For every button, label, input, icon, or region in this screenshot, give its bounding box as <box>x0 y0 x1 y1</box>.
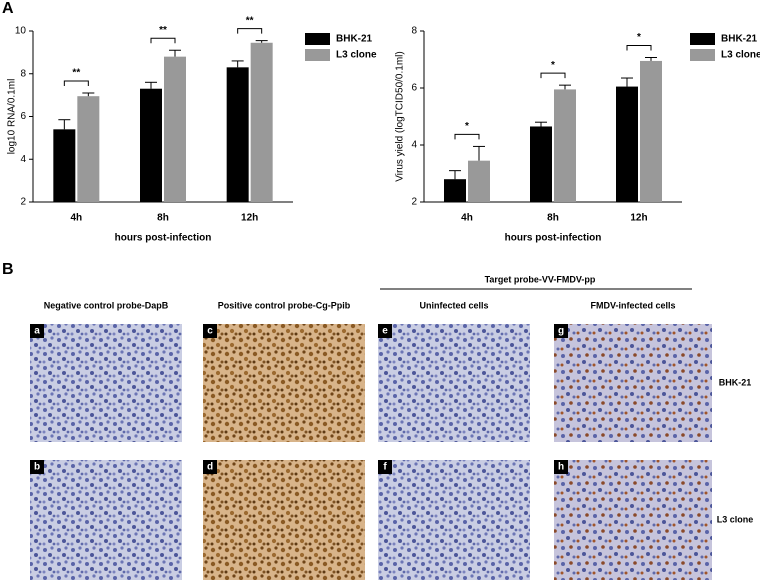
panel-label: A <box>2 0 14 17</box>
micrograph <box>203 460 365 580</box>
bar <box>77 96 100 202</box>
y-tick-label: 6 <box>20 111 26 122</box>
significance-label: * <box>637 32 641 43</box>
significance-label: ** <box>72 68 80 79</box>
image-letter: g <box>558 326 564 337</box>
image-letter-box <box>30 460 44 474</box>
bar <box>226 67 249 203</box>
x-tick-label: 12h <box>630 213 647 224</box>
y-tick-label: 4 <box>411 140 417 151</box>
y-tick-label: 8 <box>411 26 417 37</box>
image-letter: c <box>207 326 213 337</box>
image-letter: d <box>207 462 213 473</box>
legend-label: L3 clone <box>336 50 377 61</box>
column-label: Positive control probe-Cg-Ppib <box>218 300 351 310</box>
significance-label: * <box>465 121 469 132</box>
micrograph <box>30 460 182 580</box>
image-letter: b <box>34 462 40 473</box>
image-letter-box <box>554 460 568 474</box>
image-letter: f <box>383 462 387 473</box>
x-tick-label: 8h <box>157 213 169 224</box>
x-axis-label: hours post-infection <box>115 233 212 244</box>
bar <box>640 60 662 202</box>
image-letter-box <box>554 324 568 338</box>
y-tick-label: 10 <box>15 26 27 37</box>
bar <box>250 42 273 202</box>
micrograph <box>378 460 530 580</box>
micrograph <box>203 324 365 442</box>
column-label: Negative control probe-DapB <box>44 300 169 310</box>
group-header: Target probe-VV-FMDV-pp <box>485 274 596 284</box>
bar <box>616 86 638 202</box>
y-tick-label: 8 <box>20 68 26 79</box>
legend-label: BHK-21 <box>336 34 373 45</box>
micrograph <box>554 324 712 442</box>
y-tick-label: 6 <box>411 83 417 94</box>
bar <box>530 126 552 202</box>
panel-label: B <box>2 261 14 278</box>
row-label: BHK-21 <box>719 377 752 387</box>
micrograph <box>378 324 530 442</box>
y-axis-label: log10 RNA/0.1ml <box>7 79 18 155</box>
image-letter: a <box>34 326 40 337</box>
row-label: L3 clone <box>717 514 754 524</box>
y-tick-label: 4 <box>20 154 26 165</box>
image-letter: e <box>382 326 388 337</box>
bar <box>468 160 490 202</box>
micrograph <box>554 460 712 580</box>
bar <box>53 129 76 202</box>
significance-bracket <box>63 80 89 86</box>
significance-label: ** <box>159 25 167 36</box>
image-letter: h <box>558 462 564 473</box>
bar <box>444 179 466 202</box>
x-axis-label: hours post-infection <box>505 233 602 244</box>
legend-swatch <box>305 33 330 45</box>
micrograph <box>30 324 182 442</box>
image-letter-box <box>378 460 392 474</box>
x-tick-label: 12h <box>241 213 258 224</box>
significance-label: * <box>551 60 555 71</box>
column-label: FMDV-infected cells <box>590 300 675 310</box>
y-axis-label: Virus yield (logTCID50/0.1ml) <box>395 51 406 181</box>
y-tick-label: 2 <box>20 197 26 208</box>
image-letter-box <box>30 324 44 338</box>
x-tick-label: 4h <box>70 213 82 224</box>
image-letter-box <box>203 460 217 474</box>
significance-bracket <box>150 37 176 44</box>
significance-bracket <box>237 28 263 34</box>
legend-swatch <box>305 49 330 61</box>
legend-swatch <box>690 33 715 45</box>
bar <box>140 88 162 202</box>
significance-bracket <box>626 45 652 51</box>
x-tick-label: 4h <box>461 213 473 224</box>
x-tick-label: 8h <box>547 213 559 224</box>
image-letter-box <box>203 324 217 338</box>
significance-bracket <box>540 72 566 79</box>
bar <box>164 56 186 203</box>
bar <box>554 89 576 202</box>
significance-bracket <box>454 133 480 140</box>
legend-label: L3 clone <box>721 50 760 61</box>
column-label: Uninfected cells <box>419 300 488 310</box>
y-tick-label: 2 <box>411 197 417 208</box>
legend-label: BHK-21 <box>721 34 758 45</box>
significance-label: ** <box>246 15 254 26</box>
image-letter-box <box>378 324 392 338</box>
legend-swatch <box>690 49 715 61</box>
